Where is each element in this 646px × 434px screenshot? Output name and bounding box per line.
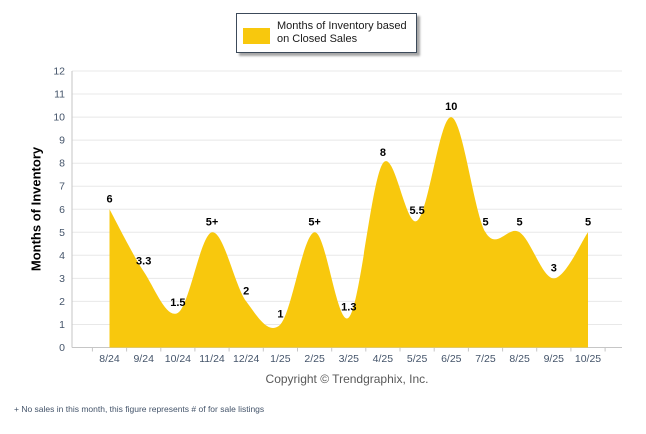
x-tick-label: 6/25 bbox=[441, 353, 462, 365]
point-label: 5+ bbox=[308, 216, 321, 228]
point-label: 10 bbox=[445, 101, 457, 113]
point-label: 5 bbox=[482, 216, 488, 228]
point-label: 3.3 bbox=[136, 256, 151, 268]
x-tick-label: 9/25 bbox=[544, 353, 565, 365]
point-label: 6 bbox=[106, 193, 112, 205]
point-label: 1 bbox=[277, 309, 283, 321]
point-label: 3 bbox=[551, 262, 557, 274]
y-tick-label: 9 bbox=[59, 135, 65, 147]
x-tick-label: 4/25 bbox=[373, 353, 394, 365]
x-tick-label: 8/25 bbox=[509, 353, 530, 365]
point-label: 2 bbox=[243, 285, 249, 297]
chart-legend: Months of Inventory based on Closed Sale… bbox=[236, 13, 417, 53]
y-tick-label: 2 bbox=[59, 296, 65, 308]
y-tick-label: 10 bbox=[53, 112, 65, 124]
area-series bbox=[109, 117, 588, 348]
legend-label: Months of Inventory based on Closed Sale… bbox=[277, 19, 407, 45]
point-label: 1.5 bbox=[170, 297, 185, 309]
legend-swatch-icon bbox=[243, 28, 270, 44]
x-tick-label: 2/25 bbox=[304, 353, 325, 365]
y-tick-label: 3 bbox=[59, 273, 65, 285]
y-tick-label: 4 bbox=[59, 250, 65, 262]
x-tick-label: 3/25 bbox=[339, 353, 360, 365]
point-label: 1.3 bbox=[341, 302, 356, 314]
y-tick-label: 6 bbox=[59, 204, 65, 216]
x-tick-label: 9/24 bbox=[133, 353, 154, 365]
point-label: 5+ bbox=[206, 216, 219, 228]
footnote-text: + No sales in this month, this figure re… bbox=[14, 404, 265, 414]
x-tick-label: 12/24 bbox=[233, 353, 259, 365]
x-tick-label: 1/25 bbox=[270, 353, 291, 365]
x-tick-label: 10/24 bbox=[165, 353, 191, 365]
x-tick-label: 7/25 bbox=[475, 353, 496, 365]
y-tick-label: 5 bbox=[59, 227, 65, 239]
copyright-text: Copyright © Trendgraphix, Inc. bbox=[265, 372, 429, 386]
y-tick-label: 8 bbox=[59, 158, 65, 170]
y-tick-label: 12 bbox=[53, 66, 65, 78]
point-label: 5 bbox=[585, 216, 591, 228]
y-tick-label: 0 bbox=[59, 342, 65, 354]
x-tick-label: 8/24 bbox=[99, 353, 120, 365]
point-label: 5 bbox=[517, 216, 523, 228]
y-axis-title: Months of Inventory bbox=[28, 146, 44, 272]
y-tick-label: 11 bbox=[54, 89, 65, 101]
x-tick-label: 10/25 bbox=[575, 353, 601, 365]
point-label: 8 bbox=[380, 147, 386, 159]
y-tick-label: 1 bbox=[59, 319, 65, 331]
point-label: 5.5 bbox=[409, 205, 424, 217]
y-tick-label: 7 bbox=[59, 181, 65, 193]
x-tick-label: 5/25 bbox=[407, 353, 428, 365]
x-tick-label: 11/24 bbox=[199, 353, 225, 365]
